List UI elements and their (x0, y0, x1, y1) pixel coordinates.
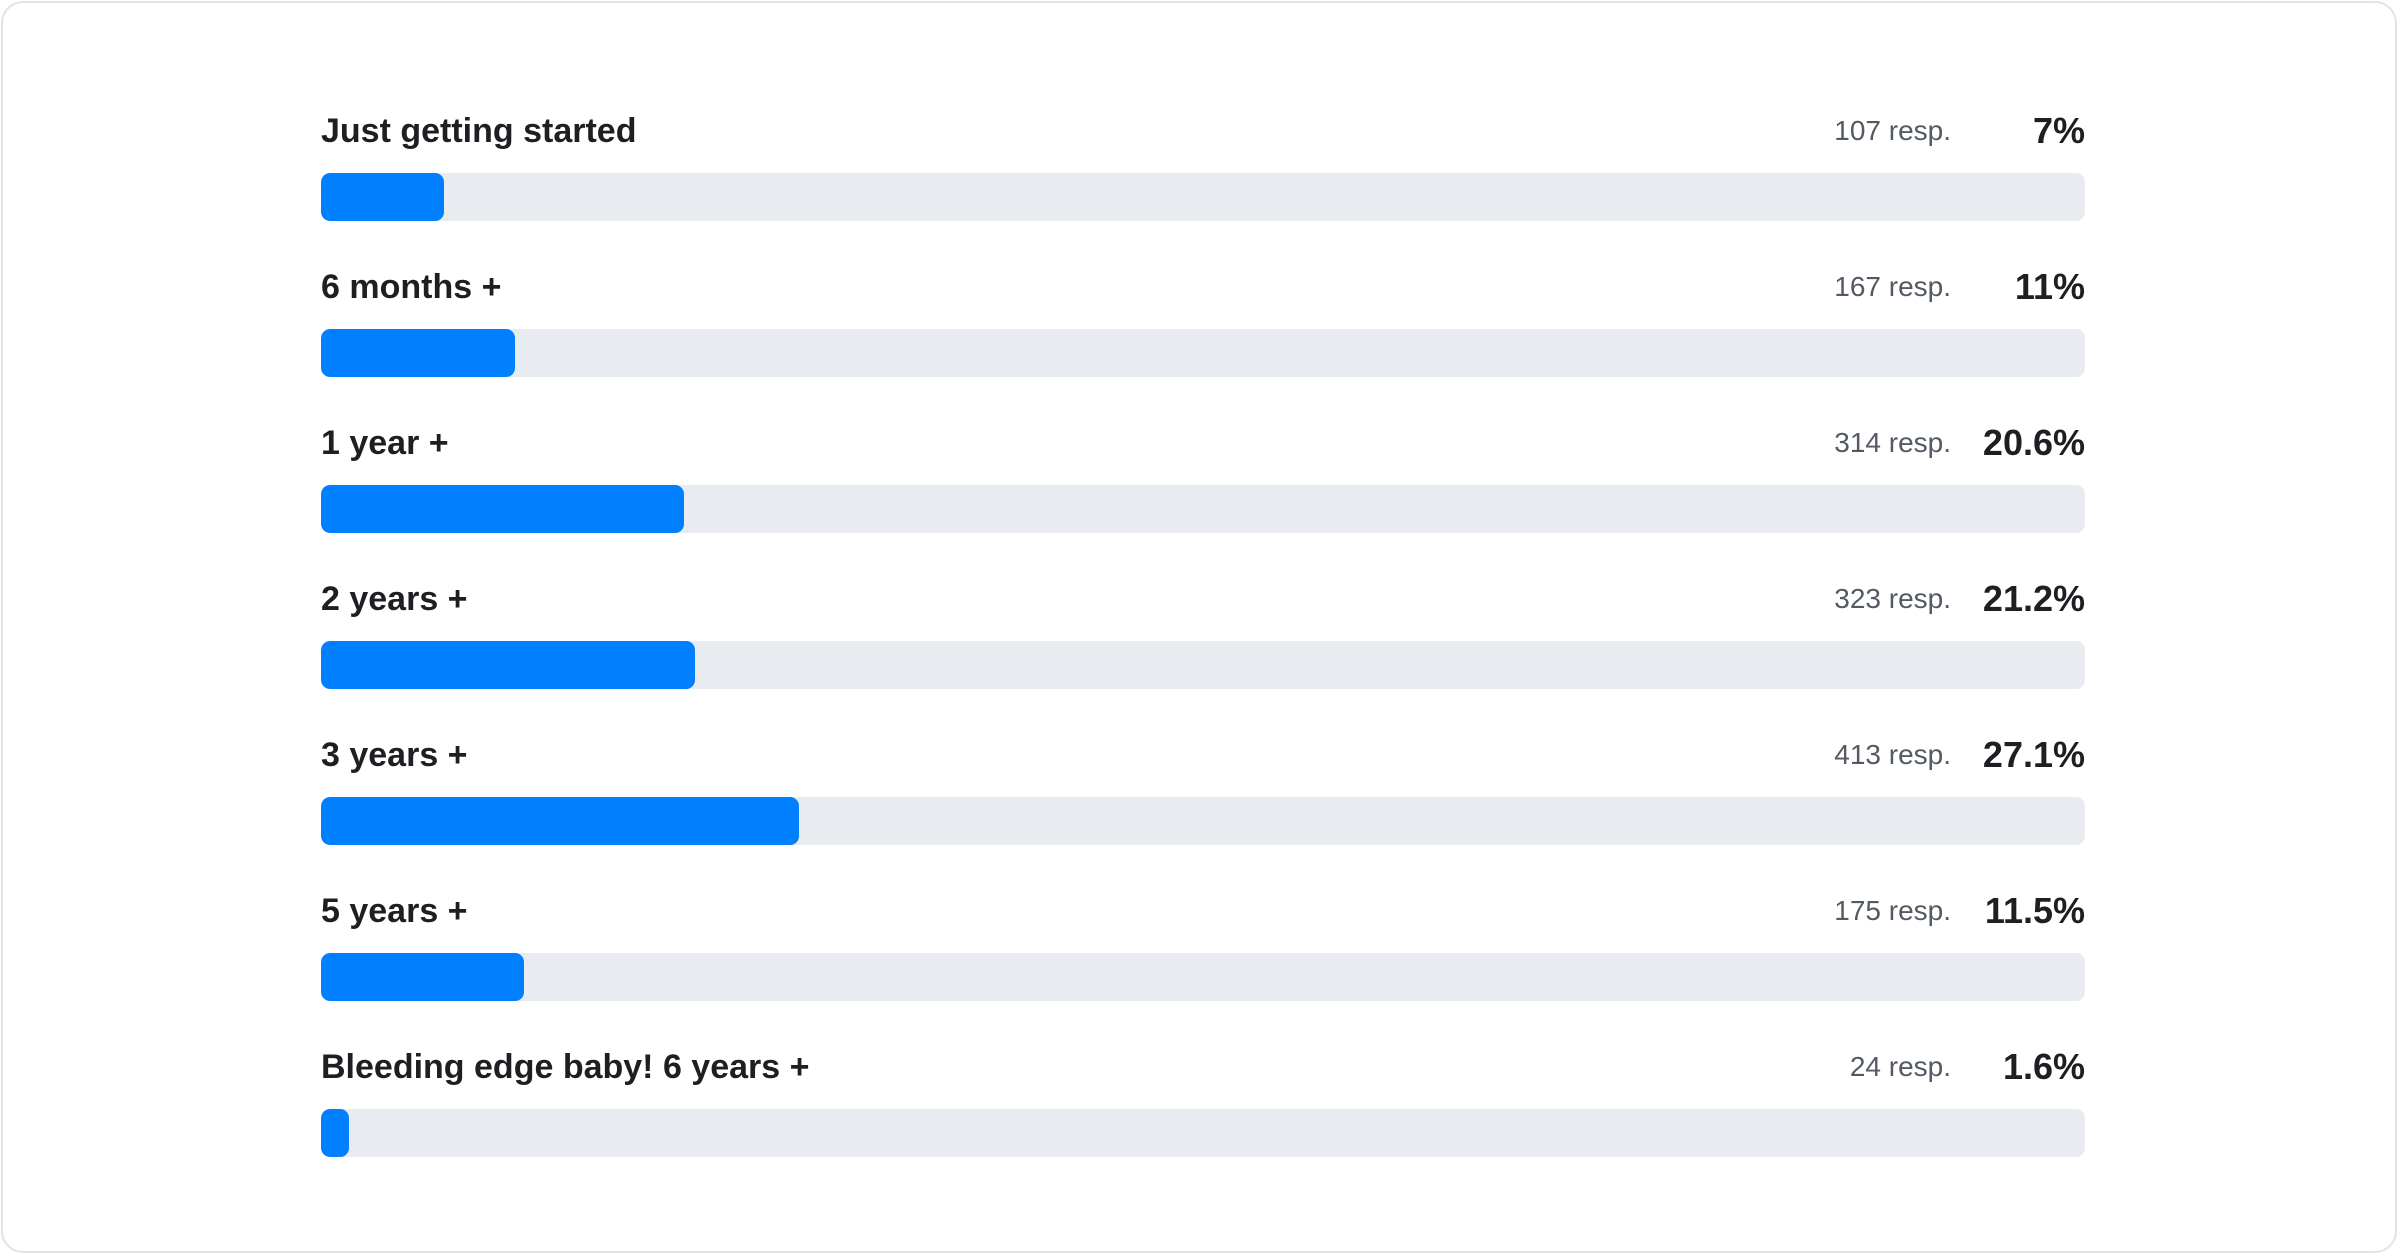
result-row: 2 years + 323 resp. 21.2% (321, 571, 2085, 727)
progress-bar-fill (321, 953, 524, 1001)
progress-track (321, 641, 2085, 689)
result-row: 3 years + 413 resp. 27.1% (321, 727, 2085, 883)
progress-bar-fill (321, 641, 695, 689)
result-row: Bleeding edge baby! 6 years + 24 resp. 1.6… (321, 1039, 2085, 1195)
response-count: 323 resp. (1834, 583, 1951, 614)
progress-track (321, 329, 2085, 377)
result-row-header: Bleeding edge baby! 6 years + 24 resp. 1.6… (321, 1039, 2085, 1095)
result-row: 6 months + 167 resp. 11% (321, 259, 2085, 415)
result-row-header: 3 years + 413 resp. 27.1% (321, 727, 2085, 783)
option-label: 2 years + (321, 579, 468, 618)
progress-bar-fill (321, 797, 800, 845)
response-count: 175 resp. (1834, 895, 1951, 926)
progress-bar-fill (321, 173, 445, 221)
result-row-header: 5 years + 175 resp. 11.5% (321, 883, 2085, 939)
percentage-label: 21.2% (1982, 578, 2085, 619)
option-label: Bleeding edge baby! 6 years + (321, 1047, 810, 1086)
option-label: 6 months + (321, 267, 502, 306)
option-label: Just getting started (321, 111, 637, 150)
result-row: 1 year + 314 resp. 20.6% (321, 415, 2085, 571)
option-label: 5 years + (321, 891, 468, 930)
poll-results-list: Just getting started 107 resp. 7% 6 months … (321, 103, 2085, 1195)
response-count: 413 resp. (1834, 739, 1951, 770)
progress-bar-fill (321, 329, 516, 377)
progress-bar-fill (321, 1109, 350, 1157)
percentage-label: 7% (2032, 110, 2085, 151)
percentage-label: 1.6% (2002, 1046, 2085, 1087)
result-row-header: 1 year + 314 resp. 20.6% (321, 415, 2085, 471)
percentage-label: 11% (2014, 266, 2085, 307)
response-count: 314 resp. (1834, 427, 1951, 458)
progress-bar-fill (321, 485, 685, 533)
result-row: 5 years + 175 resp. 11.5% (321, 883, 2085, 1039)
result-row-header: Just getting started 107 resp. 7% (321, 103, 2085, 159)
result-row: Just getting started 107 resp. 7% (321, 103, 2085, 259)
result-row-header: 6 months + 167 resp. 11% (321, 259, 2085, 315)
progress-track (321, 797, 2085, 845)
response-count: 167 resp. (1834, 271, 1951, 302)
percentage-label: 27.1% (1982, 734, 2085, 775)
percentage-label: 20.6% (1982, 422, 2085, 463)
progress-track (321, 173, 2085, 221)
response-count: 24 resp. (1849, 1051, 1951, 1082)
percentage-label: 11.5% (1984, 890, 2085, 931)
option-label: 1 year + (321, 423, 449, 462)
progress-track (321, 1109, 2085, 1157)
response-count: 107 resp. (1834, 115, 1951, 146)
option-label: 3 years + (321, 735, 468, 774)
result-row-header: 2 years + 323 resp. 21.2% (321, 571, 2085, 627)
progress-track (321, 485, 2085, 533)
progress-track (321, 953, 2085, 1001)
